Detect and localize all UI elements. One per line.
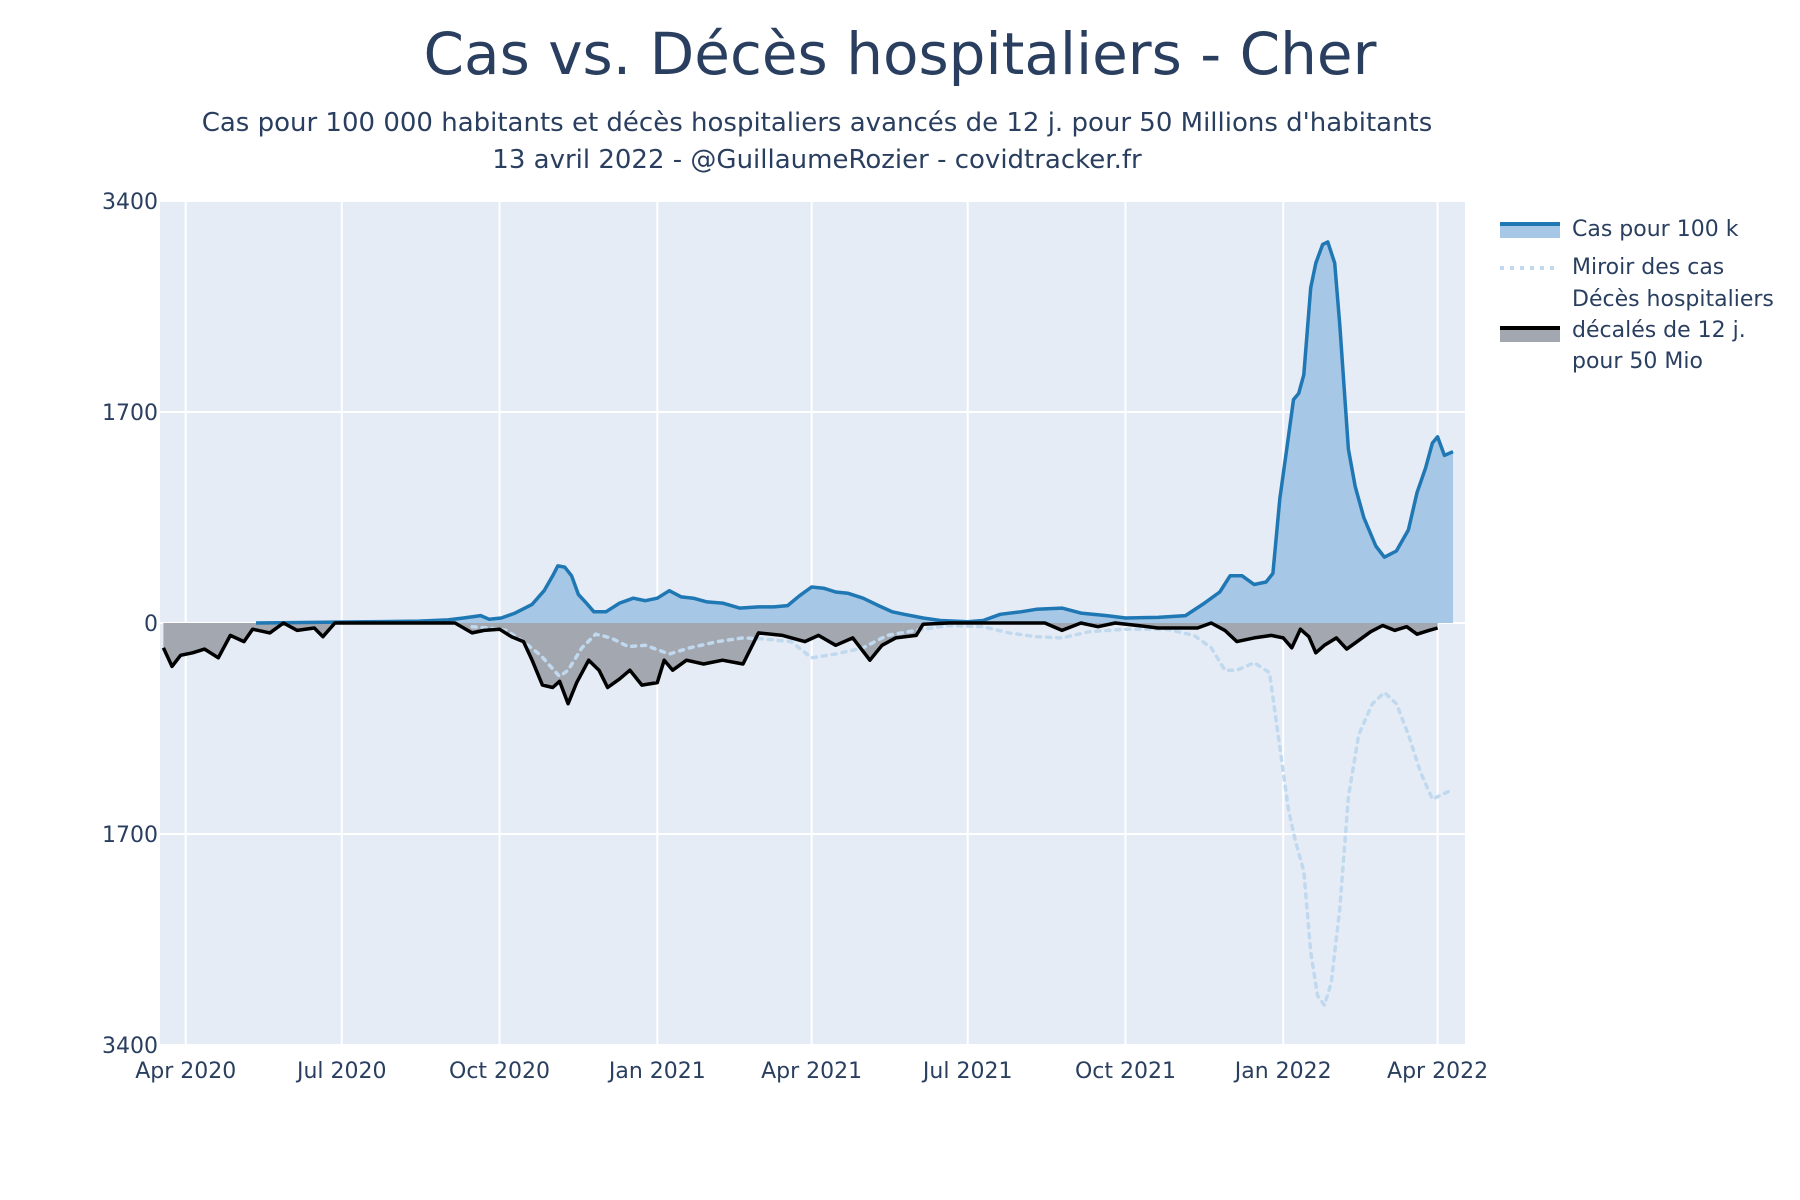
mirror-line [470, 623, 1455, 1010]
chart-subtitle-line1: Cas pour 100 000 habitants et décès hosp… [201, 108, 1433, 138]
legend-label-mirror: Miroir des cas [1572, 255, 1725, 280]
legend-item-mirror[interactable]: Miroir des cas [1500, 250, 1800, 288]
legend-label-cases: Cas pour 100 k [1572, 217, 1739, 242]
chart-title: Cas vs. Décès hospitaliers - Cher [423, 20, 1377, 88]
y-tick-label-4: 3400 [102, 1034, 158, 1059]
y-tick-label-2: 0 [144, 612, 158, 637]
legend-swatch-mirror [1500, 266, 1560, 270]
x-tick-label-2: Oct 2020 [449, 1059, 550, 1084]
x-tick-label-6: Oct 2021 [1075, 1059, 1176, 1084]
x-tick-label-7: Jan 2022 [1233, 1059, 1332, 1084]
data-series [161, 240, 1455, 1010]
cases-area [256, 242, 1453, 623]
legend-label-deaths-3: pour 50 Mio [1572, 349, 1703, 374]
legend: Cas pour 100 k Miroir des cas Décès hosp… [1500, 212, 1800, 384]
x-tick-label-5: Jul 2021 [921, 1059, 1013, 1084]
y-tick-label-1: 1700 [102, 401, 158, 426]
legend-item-cases[interactable]: Cas pour 100 k [1500, 212, 1800, 250]
cases-line [255, 240, 1454, 625]
y-tick-label-0: 3400 [102, 190, 158, 215]
legend-label-deaths-1: Décès hospitaliers [1572, 287, 1774, 312]
chart-subtitle-line2: 13 avril 2022 - @GuillaumeRozier - covid… [492, 145, 1142, 175]
legend-label-deaths-2: décalés de 12 j. [1572, 318, 1746, 343]
x-tick-label-0: Apr 2020 [135, 1059, 236, 1084]
legend-item-deaths[interactable]: Décès hospitaliers décalés de 12 j. pour… [1500, 287, 1800, 384]
deaths-line [161, 621, 1439, 706]
x-tick-label-1: Jul 2020 [295, 1059, 387, 1084]
x-tick-label-8: Apr 2022 [1387, 1059, 1488, 1084]
x-tick-label-3: Jan 2021 [607, 1059, 706, 1084]
x-tick-label-4: Apr 2021 [761, 1059, 862, 1084]
legend-swatch-cases [1500, 222, 1560, 238]
y-tick-label-3: 1700 [102, 823, 158, 848]
legend-swatch-deaths [1500, 326, 1560, 342]
